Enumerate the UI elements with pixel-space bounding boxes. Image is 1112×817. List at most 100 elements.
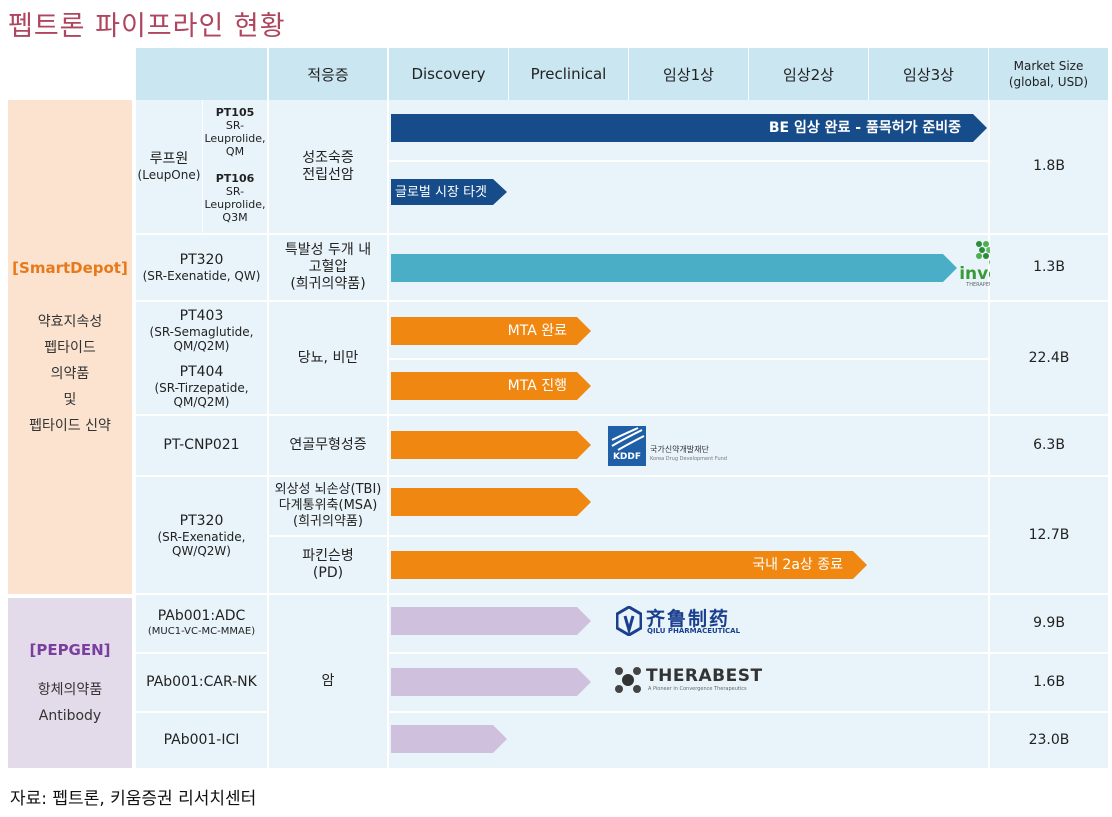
page-title: 펩트론 파이프라인 현황 (8, 11, 286, 42)
indication-hypertension-1: 특발성 두개 내 (284, 242, 372, 258)
stage-row-divider (389, 160, 988, 162)
indication-tbi-3: (희귀의약품) (293, 514, 363, 529)
header-stage-preclinical: Preclinical (509, 48, 628, 100)
header-market-line2: (global, USD) (1008, 75, 1089, 89)
arrow-body-adc (391, 607, 591, 635)
arrow-shape-ptcnp (391, 431, 591, 459)
group-smartdepot-desc-1: 약효지속성 (37, 314, 103, 330)
product-pt404-sub2: QM/Q2M) (173, 394, 230, 409)
product-pab001-car-nk-name: PAb001:CAR-NK (146, 674, 257, 690)
arrow-shape-parkinson (391, 551, 867, 579)
arrow-body-luphowon_global (391, 179, 507, 205)
product-pt106-desc-1: SR- (225, 184, 245, 198)
product-pt105-desc-1: SR- (225, 119, 245, 132)
market-prostate: 1.8B (990, 100, 1108, 233)
arrow-label-parkinson: 국내 2a상 종료 (752, 556, 843, 573)
product-pt404: PT404 (SR-Tirzepatide, QM/Q2M) (136, 358, 267, 414)
arrow-body-tbi (391, 488, 591, 516)
arrow-tbi (391, 488, 591, 516)
kddf-mark-icon: KDDF (608, 426, 646, 466)
indication-tbi-msa: 외상성 뇌손상(TBI) 다계통위축(MSA) (희귀의약품) (269, 477, 387, 535)
product-pt105-desc-3: QM (225, 145, 245, 158)
indication-tbi-2: 다계통위축(MSA) (278, 498, 378, 513)
invex-sub: THERAPEUTICS (966, 282, 1004, 288)
product-pt404-name: PT404 (179, 363, 224, 380)
qilu-name: 齐鲁制药 (646, 608, 731, 630)
group-smartdepot: [SmartDepot] 약효지속성 펩타이드 의약품 및 펩타이드 신약 (8, 100, 132, 594)
product-pab001-adc-name: PAb001:ADC (157, 608, 246, 624)
product-pab001-car-nk: PAb001:CAR-NK (136, 654, 267, 711)
product-pt105-desc-2: Leuprolide, (204, 132, 266, 145)
product-pt320-qw-q2w-sub2: QW/Q2W) (172, 543, 231, 558)
arrow-label-pt404: MTA 진행 (507, 377, 567, 394)
indication-prostate-1: 성조숙증 (302, 149, 354, 166)
product-pt-cnp021: PT-CNP021 (136, 416, 267, 475)
arrow-shape-carnk (391, 668, 591, 696)
product-pt106-desc-2: Leuprolide, (204, 197, 266, 211)
header-stage-phase3: 임상3상 (869, 48, 988, 100)
qilu-sub: QILU PHARMACEUTICAL (647, 627, 741, 635)
indication-diabetes: 당뇨, 비만 (269, 302, 387, 414)
logo-therabest: THERABEST A Pioneer in Convergence Thera… (614, 664, 764, 698)
market-neuro: 12.7B (990, 477, 1108, 593)
indication-prostate-2: 전립선암 (302, 166, 354, 183)
therabest-name: THERABEST (646, 666, 763, 686)
logo-kddf: KDDF 국가신약개발재단 Korea Drug Development Fun… (608, 426, 728, 468)
product-pt320-qw-q2w-sub1: (SR-Exenatide, (157, 529, 246, 544)
kddf-wave-icon (611, 427, 645, 451)
group-smartdepot-desc-3: 의약품 (50, 366, 90, 382)
indication-hypertension-3: (희귀의약품) (290, 276, 366, 292)
arrow-leupone-global: 글로벌 시장 타겟 (391, 179, 507, 205)
indication-achondroplasia: 연골무형성증 (269, 416, 387, 475)
arrow-pt403: MTA 완료 (391, 317, 591, 345)
kddf-line2: Korea Drug Development Fund (650, 456, 727, 462)
arrow-body-pt403 (391, 317, 591, 345)
arrow-shape-pt320a (391, 254, 957, 282)
product-leupone-sub: (LeupOne) (137, 168, 201, 182)
arrow-shape-ici (391, 725, 507, 753)
header-stage-phase2: 임상2상 (749, 48, 868, 100)
product-pt404-sub1: (SR-Tirzepatide, (154, 380, 249, 395)
arrow-body-pt320a (391, 254, 957, 282)
arrow-body-luphowon_be (391, 114, 987, 142)
group-smartdepot-desc-5: 펩타이드 신약 (29, 418, 111, 434)
product-pt106-code: PT106 (215, 171, 255, 185)
group-smartdepot-desc-2: 펩타이드 (44, 340, 96, 356)
product-pab001-ici-name: PAb001-ICI (163, 732, 240, 748)
product-pt403-sub2: QM/Q2M) (173, 338, 230, 353)
product-pt320-qw-sub: (SR-Exenatide, QW) (142, 269, 261, 283)
product-pt320-qw-q2w: PT320 (SR-Exenatide, QW/Q2W) (136, 477, 267, 593)
header-indication: 적응증 (269, 48, 387, 100)
group-pepgen-name: [PEPGEN] (29, 641, 111, 659)
indication-cancer: 암 (269, 595, 387, 768)
product-pt320-qw-name: PT320 (179, 252, 224, 268)
product-leupone-name: 루프원 (149, 151, 189, 167)
group-smartdepot-name: [SmartDepot] (12, 259, 128, 277)
arrow-shape-tbi (391, 488, 591, 516)
product-leupone: 루프원 (LeupOne) (136, 100, 202, 233)
arrow-shape-pt403 (391, 317, 591, 345)
arrow-shape-pt404 (391, 372, 591, 400)
market-hypertension: 1.3B (990, 235, 1108, 300)
arrow-leupone-be: BE 임상 완료 - 품목허가 준비중 (391, 114, 987, 142)
arrow-body-ici (391, 725, 507, 753)
arrow-pab001-car-nk (391, 668, 591, 696)
header-stage-discovery: Discovery (389, 48, 508, 100)
indication-parkinson-2: (PD) (312, 565, 344, 581)
product-pt403-sub1: (SR-Semaglutide, (149, 324, 254, 339)
product-pab001-ici: PAb001-ICI (136, 713, 267, 768)
arrow-pab001-adc (391, 607, 591, 635)
indication-achondroplasia-1: 연골무형성증 (289, 437, 367, 453)
indication-diabetes-1: 당뇨, 비만 (297, 349, 359, 366)
header-blank (136, 48, 267, 100)
indication-cancer-1: 암 (321, 673, 335, 689)
arrow-parkinson: 국내 2a상 종료 (391, 551, 867, 579)
arrow-pt-cnp021 (391, 431, 591, 459)
arrow-shape-adc (391, 607, 591, 635)
arrow-label-pt403: MTA 완료 (507, 322, 567, 339)
indication-parkinson: 파킨슨병 (PD) (269, 537, 387, 593)
product-pt105-code: PT105 (215, 106, 255, 119)
indication-parkinson-1: 파킨슨병 (302, 548, 354, 564)
arrow-pab001-ici (391, 725, 507, 753)
logo-qilu: 齐鲁制药 QILU PHARMACEUTICAL (616, 604, 756, 640)
